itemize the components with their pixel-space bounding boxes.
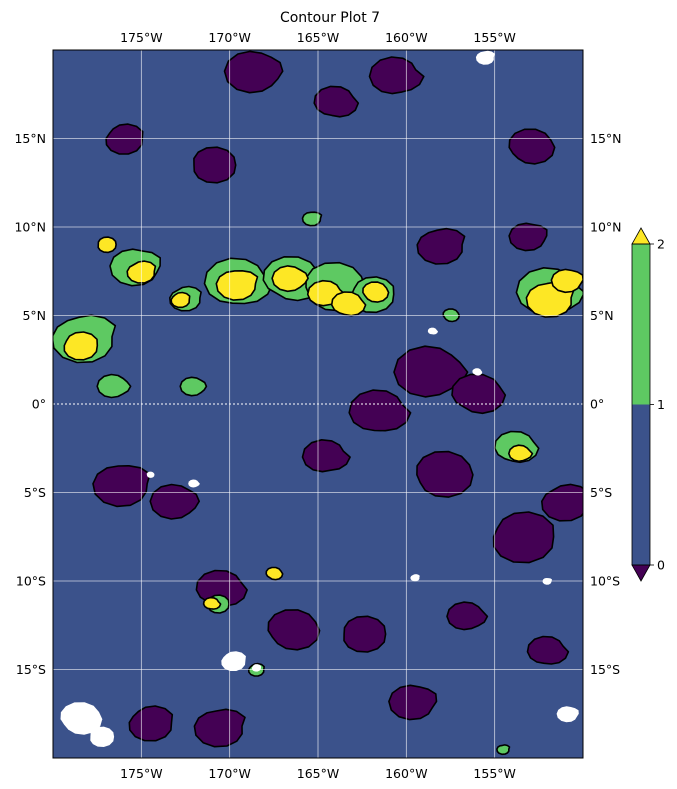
lon-tick-label-top: 155°W — [473, 30, 515, 45]
low-region-19 — [267, 609, 321, 651]
longitude-labels-bottom: 175°W 170°W 165°W 160°W 155°W — [120, 766, 516, 781]
low-region-10 — [348, 389, 412, 432]
mid-region-10 — [179, 376, 208, 397]
low-region-12 — [416, 450, 474, 498]
low-region-16 — [149, 483, 200, 520]
low-region-25 — [526, 635, 570, 665]
mid-region-16 — [496, 744, 511, 756]
lat-tick-label-left: 15°N — [14, 131, 46, 146]
high-region-6 — [330, 291, 367, 317]
low-region-3 — [313, 85, 360, 118]
lat-tick-label-left: 10°S — [16, 574, 46, 589]
high-region-3 — [215, 269, 259, 301]
low-region-5 — [193, 146, 237, 184]
missing-region-9 — [146, 471, 155, 478]
latitude-labels-right: 15°N 10°N 5°N 0° 5°S 10°S 15°S — [590, 131, 622, 677]
low-region-17 — [301, 438, 351, 473]
high-region-7 — [362, 281, 390, 303]
lon-tick-label-bottom: 160°W — [385, 766, 427, 781]
map-area — [53, 50, 583, 758]
lon-tick-label-bottom: 170°W — [208, 766, 250, 781]
lat-tick-label-left: 10°N — [14, 220, 46, 235]
high-region-14 — [265, 566, 284, 581]
longitude-labels-top: 175°W 170°W 165°W 160°W 155°W — [120, 30, 516, 45]
missing-region-5 — [556, 706, 579, 723]
lat-tick-label-left: 5°N — [22, 308, 46, 323]
mid-region-9 — [301, 211, 323, 227]
high-value-regions — [63, 236, 583, 610]
lon-tick-label-top: 170°W — [208, 30, 250, 45]
low-region-15 — [92, 464, 151, 508]
low-region-23 — [388, 684, 438, 721]
colorbar-band — [632, 404, 650, 565]
lat-tick-label-right: 10°S — [590, 574, 620, 589]
low-region-9 — [393, 345, 469, 398]
low-region-1 — [223, 50, 284, 94]
high-region-8 — [97, 236, 117, 254]
colorbar-tick-label: 2 — [657, 237, 665, 252]
low-region-7 — [416, 227, 466, 265]
lon-tick-label-bottom: 165°W — [297, 766, 339, 781]
low-region-21 — [128, 705, 174, 742]
missing-region-7 — [427, 327, 438, 335]
colorbar-tick-label: 0 — [657, 558, 665, 573]
colorbar-tick-label: 1 — [657, 397, 665, 412]
lat-tick-label-left: 5°S — [24, 485, 46, 500]
low-region-14 — [540, 483, 583, 522]
chart-title: Contour Plot 7 — [280, 10, 380, 26]
high-region-1 — [63, 331, 99, 361]
low-region-2 — [368, 56, 425, 95]
high-region-4 — [271, 265, 309, 293]
missing-region-4 — [475, 50, 495, 65]
low-region-4 — [508, 128, 556, 165]
high-region-9 — [170, 291, 191, 309]
lat-tick-label-right: 15°S — [590, 662, 620, 677]
lat-tick-label-right: 5°S — [590, 485, 612, 500]
missing-region-1 — [60, 702, 103, 735]
low-region-8 — [508, 222, 548, 252]
lat-tick-label-right: 5°N — [590, 308, 614, 323]
lon-tick-label-bottom: 155°W — [473, 766, 515, 781]
lat-tick-label-right: 10°N — [590, 220, 622, 235]
lat-tick-label-left: 0° — [32, 397, 46, 412]
lon-tick-label-top: 160°W — [385, 30, 427, 45]
high-region-13 — [202, 596, 222, 610]
mid-region-3 — [96, 373, 132, 399]
lat-tick-label-right: 15°N — [590, 131, 622, 146]
high-region-12 — [507, 444, 534, 463]
missing-data-regions — [60, 50, 579, 747]
lat-tick-label-left: 15°S — [16, 662, 46, 677]
colorbar-extend-min — [631, 564, 651, 582]
missing-region-12 — [542, 578, 552, 585]
missing-region-8 — [472, 368, 483, 376]
missing-region-11 — [410, 574, 420, 582]
missing-region-6 — [188, 479, 200, 488]
lon-tick-label-top: 175°W — [120, 30, 162, 45]
colorbar-extend-max — [631, 227, 651, 245]
lon-tick-label-bottom: 175°W — [120, 766, 162, 781]
missing-region-3 — [221, 651, 246, 671]
latitude-labels-left: 15°N 10°N 5°N 0° 5°S 10°S 15°S — [14, 131, 46, 677]
lat-tick-label-right: 0° — [590, 397, 604, 412]
low-value-regions — [92, 50, 583, 748]
low-region-20 — [343, 615, 387, 653]
low-region-13 — [492, 511, 555, 564]
colorbar: 0 1 2 — [631, 227, 665, 582]
low-region-22 — [193, 708, 246, 748]
low-region-24 — [446, 601, 489, 631]
high-region-11 — [550, 268, 583, 294]
colorbar-band — [632, 244, 650, 405]
missing-region-2 — [90, 726, 115, 747]
lon-tick-label-top: 165°W — [297, 30, 339, 45]
map-frame — [52, 49, 584, 759]
